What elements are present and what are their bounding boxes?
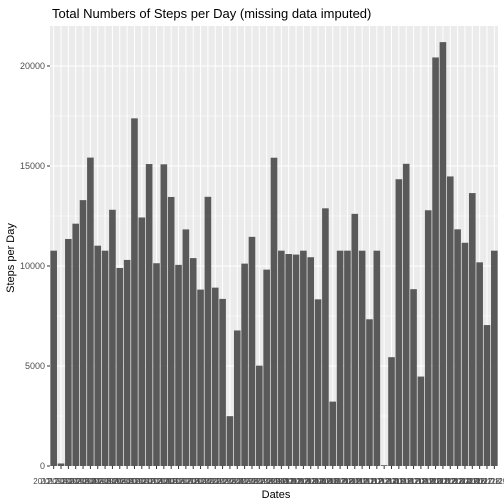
x-tick-label: 2012-11-30 <box>474 477 504 486</box>
chart-title: Total Numbers of Steps per Day (missing … <box>52 6 371 21</box>
bar-2012-10-23 <box>212 288 219 466</box>
bar-2012-11-01 <box>278 251 285 466</box>
bar-2012-10-19 <box>183 229 190 466</box>
bar-2012-11-24 <box>447 176 454 466</box>
bar-2012-11-27 <box>469 193 476 466</box>
bar-2012-11-08 <box>329 402 336 466</box>
y-axis: 0 5000 10000 15000 20000 <box>20 61 50 471</box>
bar-2012-10-24 <box>219 299 226 466</box>
bar-2012-11-25 <box>454 229 461 466</box>
bar-2012-10-20 <box>190 258 197 466</box>
bar-2012-11-06 <box>315 299 322 466</box>
bar-2012-11-30 <box>491 251 498 466</box>
bar-2012-11-22 <box>432 57 439 466</box>
y-axis-title: Steps per Day <box>5 223 17 293</box>
bar-2012-11-14 <box>374 251 381 466</box>
x-axis: 2012-10-012012-10-022012-10-032012-10-04… <box>33 466 504 486</box>
bar-2012-10-29 <box>256 366 263 466</box>
bar-2012-10-05 <box>80 200 87 466</box>
bar-2012-11-04 <box>300 251 307 466</box>
bar-2012-10-27 <box>241 264 248 466</box>
bar-2012-10-22 <box>205 197 212 466</box>
bar-2012-11-21 <box>425 210 432 466</box>
bar-2012-10-31 <box>271 158 278 466</box>
y-tick-label: 10000 <box>20 261 45 271</box>
bar-2012-11-16 <box>388 357 395 466</box>
bar-2012-10-21 <box>197 290 204 466</box>
bar-2012-11-19 <box>410 289 417 466</box>
bar-2012-10-07 <box>94 246 101 466</box>
bar-2012-11-05 <box>307 257 314 466</box>
bar-2012-10-10 <box>116 268 123 466</box>
bar-2012-10-25 <box>227 416 234 466</box>
bar-2012-11-02 <box>285 254 292 466</box>
bar-2012-11-07 <box>322 208 329 466</box>
bar-2012-11-17 <box>396 179 403 466</box>
bar-2012-10-06 <box>87 158 94 466</box>
bar-2012-10-01 <box>50 251 57 466</box>
bar-2012-11-10 <box>344 251 351 466</box>
bar-2012-10-17 <box>168 197 175 466</box>
bar-2012-11-23 <box>440 42 447 466</box>
bar-2012-11-28 <box>476 262 483 466</box>
bar-2012-11-26 <box>462 243 469 466</box>
bar-2012-10-09 <box>109 210 116 466</box>
bar-2012-11-18 <box>403 164 410 466</box>
bar-2012-11-15 <box>381 465 388 466</box>
x-axis-title: Dates <box>262 489 291 501</box>
y-tick-label: 15000 <box>20 161 45 171</box>
y-tick-label: 5000 <box>25 361 45 371</box>
bar-2012-11-11 <box>351 214 358 466</box>
bar-2012-10-18 <box>175 265 182 466</box>
y-tick-label: 0 <box>40 461 45 471</box>
bar-2012-11-12 <box>359 251 366 466</box>
bar-2012-11-29 <box>484 325 491 466</box>
bar-2012-10-03 <box>65 239 72 466</box>
bar-2012-10-02 <box>58 463 65 466</box>
bar-2012-10-28 <box>249 237 256 466</box>
bar-2012-10-26 <box>234 330 241 466</box>
bar-2012-10-14 <box>146 164 153 466</box>
bar-2012-10-08 <box>102 251 109 466</box>
bar-2012-10-16 <box>161 164 168 466</box>
bar-2012-10-13 <box>138 217 145 466</box>
bar-2012-11-09 <box>337 251 344 466</box>
bar-2012-10-04 <box>72 224 79 466</box>
bar-2012-10-15 <box>153 263 160 466</box>
bar-2012-10-30 <box>263 270 270 466</box>
bar-2012-10-12 <box>131 118 138 466</box>
bar-2012-11-03 <box>293 255 300 466</box>
bar-2012-11-13 <box>366 319 373 466</box>
bar-2012-11-20 <box>418 377 425 466</box>
y-tick-label: 20000 <box>20 61 45 71</box>
bar-2012-10-11 <box>124 260 131 466</box>
